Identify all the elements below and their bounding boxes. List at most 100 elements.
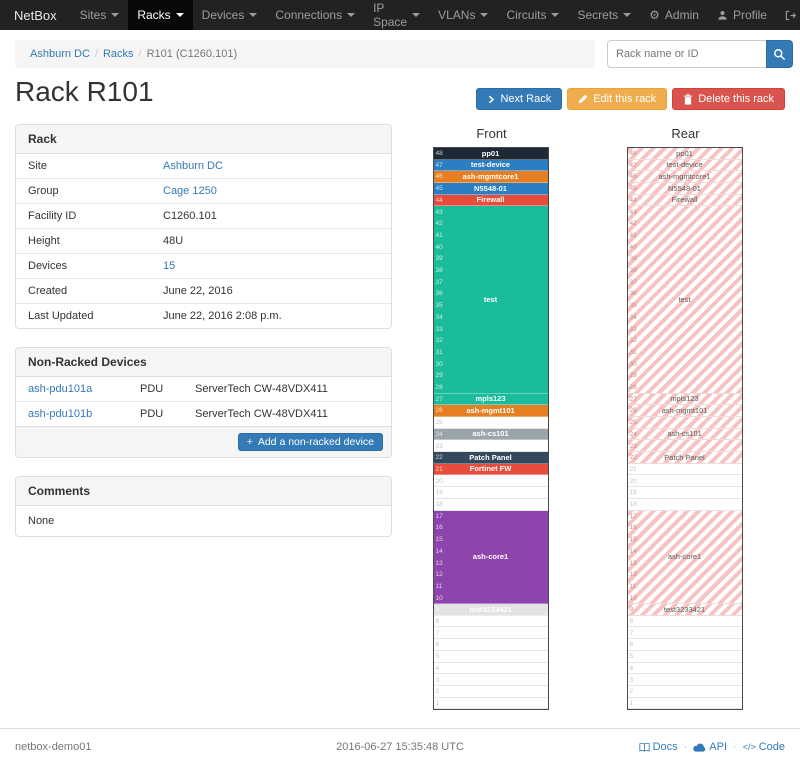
rack-device-mpls123[interactable]: mpls123: [433, 393, 548, 406]
rack-slot-empty: [433, 440, 548, 453]
rack-device-unlabeled[interactable]: [627, 440, 742, 453]
rack-device-test3233421[interactable]: test3233421: [627, 604, 742, 616]
nav-item-ip-space[interactable]: IP Space: [364, 0, 429, 30]
table-row: Last Updated June 22, 2016 2:08 p.m.: [16, 303, 391, 328]
rack-device-ash-mgmt101[interactable]: ash-mgmt101: [627, 405, 742, 417]
device-link[interactable]: ash-pdu101b: [28, 408, 93, 420]
rack-slot-empty: [627, 487, 742, 499]
rack-device-ash-mgmtcore1[interactable]: ash-mgmtcore1: [627, 171, 742, 184]
rack-device-ash-mgmt101[interactable]: ash-mgmt101: [433, 405, 548, 417]
trash-icon: [683, 93, 693, 105]
rack-device-pp01[interactable]: pp01: [433, 148, 548, 160]
rack-device-test3233421[interactable]: test3233421: [433, 604, 548, 616]
front-elevation-title: Front: [476, 126, 507, 141]
breadcrumb-separator: /: [138, 48, 142, 60]
group-link[interactable]: Cage 1250: [163, 185, 217, 197]
rack-slot-empty: [433, 639, 548, 651]
gear-icon: ⚙: [649, 8, 660, 22]
rack-slot-empty: [627, 615, 742, 628]
chevron-down-icon: [175, 13, 184, 17]
rack-device-Patch Panel[interactable]: Patch Panel: [627, 452, 742, 464]
rack-device-mpls123[interactable]: mpls123: [627, 393, 742, 406]
edit-rack-button[interactable]: Edit this rack: [567, 88, 668, 110]
search-input[interactable]: [607, 40, 766, 68]
devices-count-link[interactable]: 15: [163, 260, 176, 272]
rack-device-N5548-01[interactable]: N5548-01: [627, 183, 742, 195]
rack-slot-empty: [627, 685, 742, 698]
rack-device-test[interactable]: test: [433, 206, 548, 394]
page-footer: netbox-demo01 2016-06-27 15:35:48 UTC Do…: [0, 728, 800, 779]
rack-device-unlabeled[interactable]: [627, 417, 742, 429]
nav-label: Devices: [201, 8, 245, 22]
rack-slot-empty: [627, 697, 742, 709]
nav-item-vlans[interactable]: VLANs: [429, 0, 497, 30]
rack-device-ash-cs101[interactable]: ash-cs101: [627, 428, 742, 441]
nav-item-sites[interactable]: Sites: [71, 0, 129, 30]
search-button[interactable]: [766, 40, 793, 68]
button-label: Next Rack: [500, 93, 552, 105]
main-content: Rack Site Ashburn DC Group Cage 1250 Fac…: [0, 124, 800, 710]
breadcrumb-separator: /: [94, 48, 98, 60]
breadcrumb-site-link[interactable]: Ashburn DC: [30, 48, 90, 60]
brand-link[interactable]: NetBox: [14, 7, 57, 23]
nav-label: Racks: [137, 8, 171, 22]
button-label: Delete this rack: [698, 93, 774, 105]
device-link[interactable]: ash-pdu101a: [28, 383, 93, 395]
non-racked-devices-panel: Non-Racked Devices ash-pdu101a PDU Serve…: [15, 347, 392, 458]
rack-slot-empty: [433, 487, 548, 499]
rack-device-ash-cs101[interactable]: ash-cs101: [433, 428, 548, 441]
site-link[interactable]: Ashburn DC: [163, 160, 223, 172]
rack-slot-empty: [433, 674, 548, 686]
profile-link[interactable]: Profile: [708, 0, 776, 30]
next-rack-button[interactable]: Next Rack: [476, 88, 563, 110]
rack-device-test-device[interactable]: test-device: [433, 159, 548, 172]
breadcrumb-racks-link[interactable]: Racks: [102, 48, 134, 60]
rack-slot-empty: [627, 498, 742, 511]
rack-device-ash-mgmtcore1[interactable]: ash-mgmtcore1: [433, 171, 548, 184]
nav-item-secrets[interactable]: Secrets: [568, 0, 640, 30]
nav-item-racks[interactable]: Racks: [128, 0, 193, 30]
non-racked-panel-footer: + Add a non-racked device: [16, 426, 391, 457]
nav-item-circuits[interactable]: Circuits: [497, 0, 568, 30]
admin-link[interactable]: ⚙ Admin: [640, 0, 708, 30]
non-racked-devices-table: ash-pdu101a PDU ServerTech CW-48VDX411 a…: [16, 377, 391, 426]
nav-label: Connections: [275, 8, 343, 22]
rack-device-test-device[interactable]: test-device: [627, 159, 742, 172]
rack-slot-empty: [433, 417, 548, 429]
rack-device-ash-core1[interactable]: ash-core1: [433, 510, 548, 605]
delete-rack-button[interactable]: Delete this rack: [672, 88, 785, 110]
button-label: Add a non-racked device: [257, 436, 374, 448]
rack-device-pp01[interactable]: pp01: [627, 148, 742, 160]
nav-item-devices[interactable]: Devices: [193, 0, 267, 30]
rack-device-Firewall[interactable]: Firewall: [627, 194, 742, 207]
created-value: June 22, 2016: [151, 278, 391, 304]
hostname: netbox-demo01: [15, 741, 92, 753]
rack-slot-empty: [433, 697, 548, 709]
rack-slot-empty: [627, 662, 742, 675]
rack-device-Patch Panel[interactable]: Patch Panel: [433, 452, 548, 464]
code-link[interactable]: </> Code: [743, 741, 785, 753]
rack-device-ash-core1[interactable]: ash-core1: [627, 510, 742, 605]
server-timestamp: 2016-06-27 15:35:48 UTC: [336, 741, 464, 753]
plus-icon: +: [246, 436, 253, 448]
rack-device-test[interactable]: test: [627, 206, 742, 394]
rack-device-Fortinet FW[interactable]: Fortinet FW: [433, 463, 548, 476]
rack-device-Firewall[interactable]: Firewall: [433, 194, 548, 207]
device-model: ServerTech CW-48VDX411: [183, 401, 391, 426]
nav-item-connections[interactable]: Connections: [266, 0, 364, 30]
rack-device-N5548-01[interactable]: N5548-01: [433, 183, 548, 195]
docs-link[interactable]: Docs: [638, 741, 678, 753]
table-row: Facility ID C1260.101: [16, 203, 391, 229]
attr-label: Site: [28, 160, 47, 172]
button-label: Edit this rack: [593, 93, 657, 105]
rack-slot-empty: [627, 674, 742, 686]
front-elevation: Front pp01 test-device ash-mgmtcore1 N5548-…: [432, 126, 551, 710]
attr-label: Devices: [16, 253, 151, 279]
logout-link[interactable]: Log out: [776, 0, 800, 30]
nav-label: IP Space: [373, 1, 408, 29]
nav-label: Admin: [664, 8, 699, 22]
nav-label: VLANs: [438, 8, 476, 22]
add-non-racked-device-button[interactable]: + Add a non-racked device: [237, 433, 383, 451]
api-link[interactable]: API: [693, 741, 727, 753]
attr-label: Group: [16, 178, 151, 204]
